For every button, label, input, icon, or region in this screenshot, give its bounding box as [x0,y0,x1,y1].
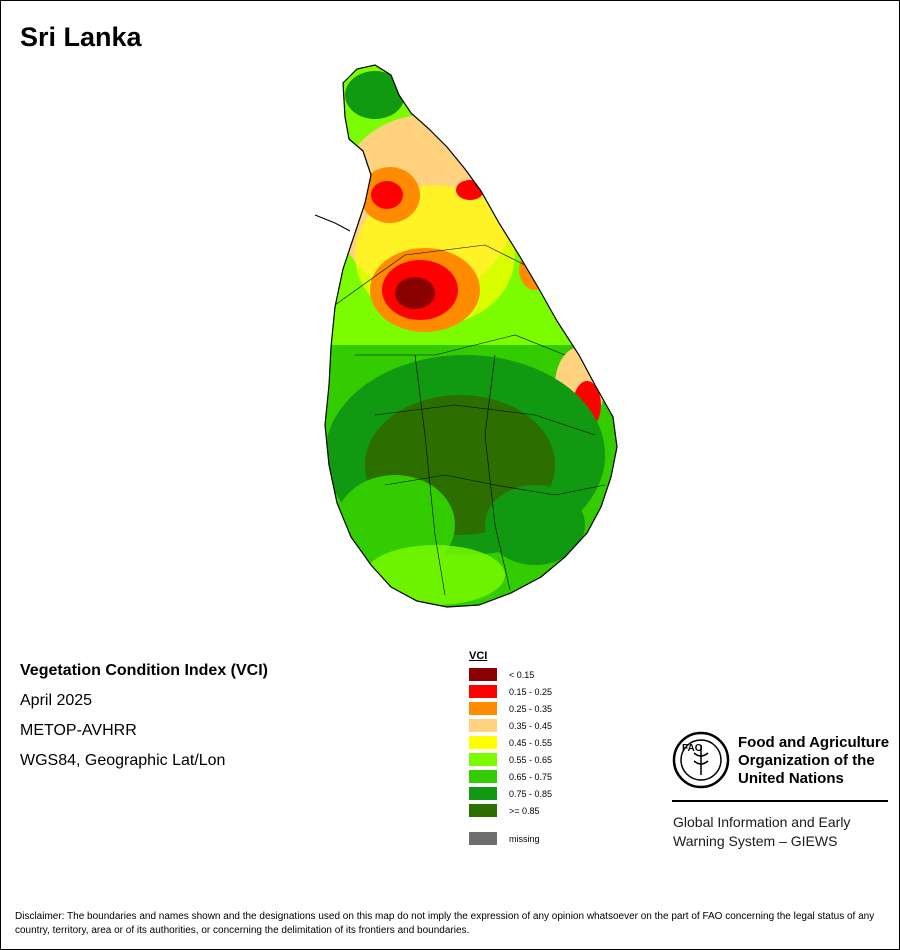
legend-item-missing: missing [469,830,552,847]
organization-name: Food and Agriculture Organization of the… [738,734,898,788]
legend-swatch [469,719,497,732]
legend-label: missing [509,833,540,844]
legend-label: 0.75 - 0.85 [509,788,553,799]
legend-item: 0.35 - 0.45 [469,717,552,734]
org-line-3: United Nations [738,770,844,787]
giews-line-1: Global Information and Early [673,814,851,830]
fao-logo: FAO [672,731,730,789]
legend-swatch [469,770,497,783]
legend-item: 0.55 - 0.65 [469,751,552,768]
legend-item: 0.65 - 0.75 [469,768,552,785]
legend-item: 0.45 - 0.55 [469,734,552,751]
legend-item: >= 0.85 [469,802,552,819]
vci-legend: VCI < 0.15 0.15 - 0.25 0.25 - 0.35 0.35 - 0… [469,650,552,847]
projection: WGS84, Geographic Lat/Lon [20,752,226,769]
legend-label: 0.55 - 0.65 [509,754,553,765]
legend-swatch [469,753,497,766]
map-info: Vegetation Condition Index (VCI) April 2… [20,656,268,776]
legend-label: 0.65 - 0.75 [509,771,553,782]
map-date: April 2025 [20,692,93,709]
sensor-name: METOP-AVHRR [20,722,137,739]
legend-label: 0.35 - 0.45 [509,720,553,731]
district-boundaries [334,244,606,596]
legend-item: < 0.15 [469,666,552,683]
sri-lanka-vci-map [314,64,618,608]
legend-swatch [469,685,497,698]
fao-logo-text: FAO [682,743,703,754]
legend-label: 0.25 - 0.35 [509,703,553,714]
giews-line-2: Warning System – GIEWS [673,833,838,849]
legend-swatch [469,702,497,715]
legend-label: < 0.15 [509,669,535,680]
legend-item: 0.25 - 0.35 [469,700,552,717]
legend-title: VCI [469,650,488,662]
map-title: Sri Lanka [20,22,142,52]
legend-item: 0.15 - 0.25 [469,683,552,700]
legend-swatch [469,832,497,845]
legend-label: >= 0.85 [509,805,540,816]
org-line-2: Organization of the [738,752,875,769]
org-line-1: Food and Agriculture [738,734,890,751]
disclaimer: Disclaimer: The boundaries and names sho… [15,911,875,936]
legend-swatch [469,668,497,681]
coastline [324,64,618,608]
legend-swatch [469,787,497,800]
legend-label: 0.45 - 0.55 [509,737,553,748]
index-name: Vegetation Condition Index (VCI) [20,662,268,679]
divider [672,800,888,802]
mannar-island [314,214,351,232]
legend-swatch [469,736,497,749]
legend-label: 0.15 - 0.25 [509,686,553,697]
legend-swatch [469,804,497,817]
legend-item: 0.75 - 0.85 [469,785,552,802]
giews-name: Global Information and Early Warning Sys… [673,813,893,851]
